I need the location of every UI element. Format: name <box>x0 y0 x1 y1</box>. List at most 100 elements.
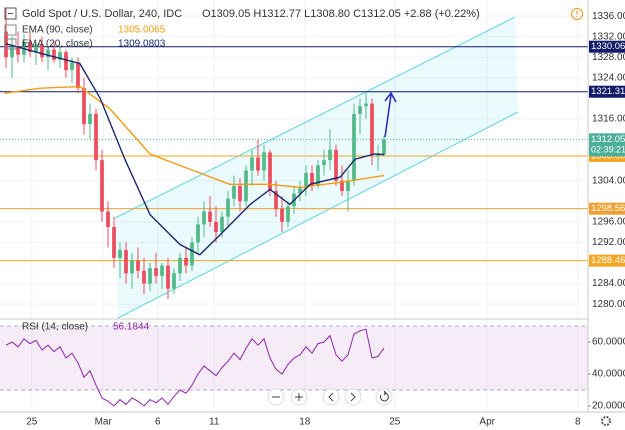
candle-body <box>64 52 68 71</box>
scroll-right-icon <box>350 392 356 402</box>
y-tick-label: 1328.00 <box>592 52 625 63</box>
candle-body <box>244 170 248 202</box>
candle-body <box>280 208 284 222</box>
candle-body <box>208 211 212 222</box>
candle-body <box>40 44 44 58</box>
candle-body <box>166 265 170 289</box>
candle-body <box>358 106 362 114</box>
candle-body <box>232 185 236 199</box>
rsi-tick-label: 20.0000 <box>592 401 625 412</box>
candle-body <box>172 273 176 289</box>
level-tag-label: 1321.31 <box>591 86 625 97</box>
level-tag-label: 1330.06 <box>591 41 625 52</box>
candle-body <box>10 47 14 58</box>
ema-line <box>4 42 385 256</box>
candle-body <box>124 250 128 274</box>
candle-body <box>148 268 152 284</box>
axes: 1336.00 1332.00 1328.00 1324.00 1316.00 1304.… <box>26 11 625 428</box>
settings-icon[interactable] <box>601 416 611 426</box>
scroll-left-button[interactable] <box>322 388 340 406</box>
candle-body <box>28 41 32 53</box>
rsi-value: 56.1844 <box>113 322 150 333</box>
scroll-left-icon <box>328 392 334 402</box>
candle-body <box>274 190 278 209</box>
legend: EMA (90, close) 1305.0065 EMA (20, close) 1… <box>4 24 166 333</box>
settings <box>601 416 611 426</box>
candle-body <box>142 270 146 284</box>
zoom-in-icon <box>295 393 303 401</box>
candle-body <box>46 49 50 58</box>
x-tick-label: 6 <box>155 417 161 428</box>
arrow-line <box>384 94 392 138</box>
y-tick-label: 1292.00 <box>592 237 625 248</box>
candle-body <box>196 224 200 243</box>
candle-body <box>376 154 380 156</box>
collapse-icon[interactable] <box>4 7 17 20</box>
candle-body <box>298 188 302 194</box>
header: Gold Spot / U.S. Dollar, 240, IDC O1309.… <box>4 7 583 20</box>
y-tick-label: 1284.00 <box>592 278 625 289</box>
last-price-label: 1312.05 <box>591 134 625 145</box>
x-tick-label: 8 <box>575 417 581 428</box>
reset-button[interactable] <box>375 388 393 406</box>
channel-bottom <box>117 111 519 319</box>
candle-body <box>214 221 218 233</box>
candle-body <box>364 103 368 107</box>
navigation <box>267 388 393 406</box>
chart-title: Gold Spot / U.S. Dollar, 240, IDC <box>22 8 182 20</box>
projection-arrow <box>384 91 397 138</box>
countdown: 02:39:21 <box>591 145 625 155</box>
x-tick-label: Apr <box>479 417 495 428</box>
legend-value: 1305.0065 <box>118 25 166 36</box>
x-tick-label: 25 <box>389 417 401 428</box>
price-tags: 1330.061321.311308.801298.561288.461312.… <box>589 40 625 267</box>
candle-body <box>226 198 230 217</box>
candle-body <box>34 44 38 53</box>
level-tag <box>589 202 625 215</box>
grid <box>0 0 588 412</box>
level-tag <box>589 85 625 98</box>
last-price-tag <box>589 133 625 157</box>
candle-body <box>70 62 74 71</box>
channel-top <box>114 16 516 219</box>
candle-body <box>184 257 188 266</box>
x-tick-label: 25 <box>26 417 38 428</box>
rsi-tick-label: 60.0000 <box>592 337 625 348</box>
candle-body <box>118 250 122 258</box>
candle-body <box>250 157 254 171</box>
candle-body <box>106 211 110 227</box>
arrow-head <box>384 91 397 103</box>
y-tick-label: 1304.00 <box>592 175 625 186</box>
candle-body <box>340 180 344 191</box>
y-tick-label: 1316.00 <box>592 114 625 125</box>
candle-body <box>304 172 308 189</box>
reset-icon <box>380 390 389 402</box>
candle-body <box>154 268 158 276</box>
legend-name: EMA (90, close) <box>22 25 93 36</box>
candle-body <box>310 172 314 186</box>
candle-body <box>238 185 242 202</box>
candle-body <box>346 180 350 191</box>
candle-body <box>82 88 86 125</box>
alert-icon[interactable] <box>571 8 583 20</box>
level-tag-label: 1288.46 <box>591 255 625 266</box>
x-tick-label: Mar <box>95 417 113 428</box>
y-tick-label: 1280.00 <box>592 299 625 310</box>
rsi-line <box>5 328 385 407</box>
ohlc-readout: O1309.05 H1312.77 L1308.80 C1312.05 +2.8… <box>202 8 480 20</box>
candle-body <box>16 47 20 55</box>
candle-body <box>52 49 56 60</box>
rsi-name: RSI (14, close) <box>22 322 88 333</box>
level-tag-label: 1298.56 <box>591 203 625 214</box>
candle-body <box>112 226 116 258</box>
scroll-right-button[interactable] <box>344 388 362 406</box>
candle-body <box>256 157 260 171</box>
candle-body <box>202 211 206 225</box>
level-tag <box>589 40 625 53</box>
candle-body <box>286 206 290 222</box>
y-tick-label: 1336.00 <box>592 11 625 22</box>
candle-body <box>190 242 194 266</box>
candle-body <box>58 52 62 60</box>
price-axis-bg <box>588 0 625 430</box>
